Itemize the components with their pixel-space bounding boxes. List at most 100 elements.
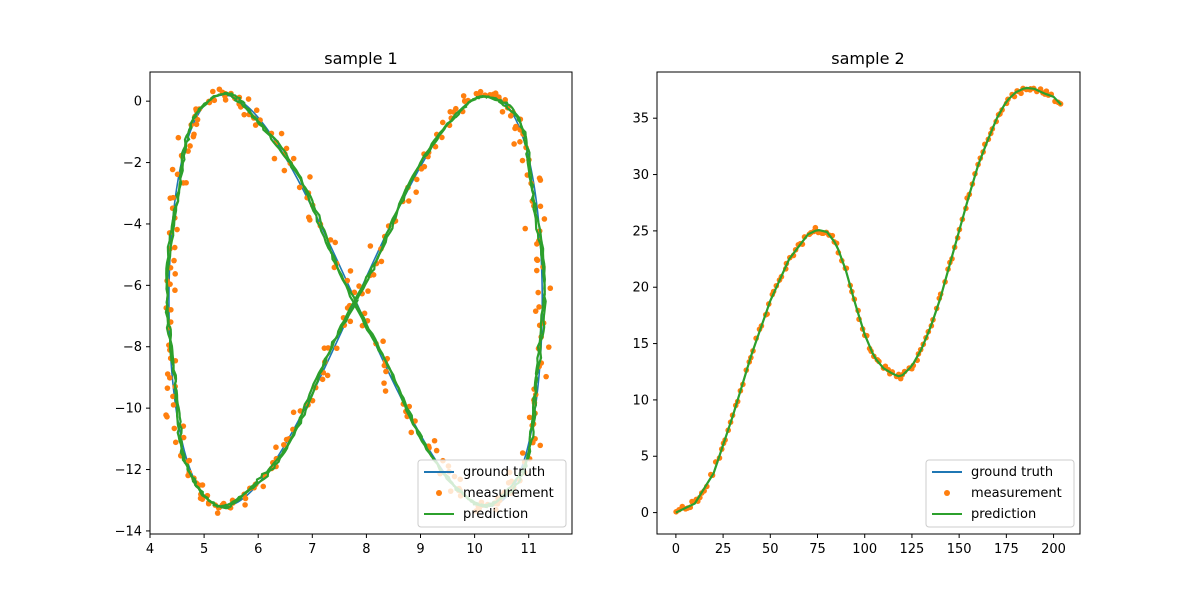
measurement-point <box>439 134 445 141</box>
y-tick-label: −10 <box>115 402 142 417</box>
measurement-point <box>290 409 297 416</box>
measurement-point <box>214 510 221 516</box>
measurement-point <box>367 243 374 249</box>
measurement-point <box>537 442 544 449</box>
x-tick-label: 7 <box>308 542 316 557</box>
x-tick-label: 5 <box>200 542 208 557</box>
panel-title: sample 2 <box>831 49 904 68</box>
measurement-point <box>171 244 178 251</box>
measurement-point <box>168 306 174 313</box>
measurement-point <box>283 145 290 152</box>
measurement-point <box>283 436 290 443</box>
measurement-point <box>216 86 223 93</box>
measurement-point <box>536 304 542 310</box>
legend-measurement-label: measurement <box>971 486 1062 501</box>
legend: ground truth measurement prediction <box>925 459 1075 528</box>
measurement-point <box>545 344 552 350</box>
measurement-point <box>534 241 540 247</box>
y-tick-label: −8 <box>123 340 142 355</box>
measurement-point <box>405 198 412 204</box>
measurement-point <box>533 256 540 263</box>
legend-ground-truth-label: ground truth <box>971 465 1053 480</box>
measurement-point <box>166 374 173 381</box>
measurement-point <box>170 194 176 201</box>
legend-box <box>417 459 567 528</box>
measurement-point <box>431 437 438 444</box>
measurement-point <box>519 157 526 164</box>
measurement-point <box>321 345 328 351</box>
measurement-point <box>241 111 247 118</box>
measurement-point <box>812 224 819 231</box>
measurement-point <box>383 368 389 375</box>
measurement-point <box>378 258 385 265</box>
measurement-point <box>535 289 541 296</box>
measurement-point <box>347 318 354 325</box>
y-tick-label: −12 <box>115 463 142 478</box>
measurement-point <box>172 287 178 294</box>
x-tick-label: 75 <box>809 542 826 557</box>
measurement-point <box>461 98 468 104</box>
measurement-point <box>537 177 544 183</box>
measurement-point <box>473 90 480 97</box>
prediction-line <box>165 91 546 509</box>
measurement-point <box>307 174 313 180</box>
measurement-point <box>307 217 313 223</box>
x-tick-label: 9 <box>416 542 424 557</box>
measurement-point <box>290 155 297 162</box>
x-tick-label: 11 <box>520 542 537 557</box>
y-tick-label: 15 <box>632 337 649 352</box>
x-tick-label: 175 <box>994 542 1019 557</box>
legend: ground truth measurement prediction <box>417 459 567 528</box>
measurement-point <box>172 439 179 446</box>
legend-measurement-label: measurement <box>463 486 554 501</box>
measurement-point <box>522 225 529 232</box>
measurement-point <box>327 237 334 243</box>
measurement-point <box>380 338 386 345</box>
measurement-point <box>278 130 285 137</box>
legend-prediction-label: prediction <box>463 507 528 522</box>
legend-box <box>925 459 1075 528</box>
measurement-point <box>365 288 371 294</box>
measurement-point <box>260 483 267 490</box>
measurement-point <box>296 184 303 191</box>
x-tick-label: 6 <box>254 542 262 557</box>
measurement-point <box>333 345 340 352</box>
measurement-point <box>526 414 533 421</box>
measurement-point <box>460 93 467 99</box>
measurement-point <box>519 450 526 456</box>
measurement-point <box>171 257 177 264</box>
measurement-point <box>281 441 287 448</box>
measurement-point <box>1018 90 1024 97</box>
measurement-point <box>190 133 197 140</box>
measurement-point <box>543 373 549 380</box>
measurement-point <box>511 141 517 147</box>
measurement-point <box>197 495 204 502</box>
measurement-point <box>499 108 506 115</box>
measurement-point <box>413 176 420 183</box>
measurement-point <box>187 143 193 149</box>
axes-frame <box>149 71 573 535</box>
measurement-point <box>164 414 170 420</box>
tick-group: 4 5 6 7 8 9 10 11 0 −2 −4 −6 −8 −10 −12 −14 <box>115 95 537 557</box>
measurement-point <box>170 393 176 400</box>
panel-title: sample 1 <box>324 49 397 68</box>
plot-area <box>163 86 554 516</box>
measurement-point <box>273 444 279 451</box>
measurement-point <box>164 385 171 391</box>
measurement-point <box>382 388 389 394</box>
measurement-point <box>477 88 484 95</box>
measurement-point <box>172 271 178 277</box>
legend-measurement-swatch <box>436 490 442 496</box>
measurement-point <box>344 277 351 284</box>
panel-sample-1: sample 1 4 5 6 7 8 9 10 11 0 −2 −4 −6 −8 −10 −12 −14 gr… <box>115 49 573 557</box>
measurement-point <box>319 376 326 383</box>
measurement-point <box>199 482 206 488</box>
x-tick-label: 25 <box>715 542 732 557</box>
y-tick-label: 0 <box>641 506 649 521</box>
x-tick-label: 0 <box>672 542 680 557</box>
x-tick-label: 150 <box>947 542 972 557</box>
measurement-point <box>381 380 387 386</box>
panel-sample-2: sample 2 0 25 50 75 100 125 150 175 200 0 5 10 15 20 2… <box>632 49 1081 557</box>
measurement-point <box>541 216 548 222</box>
